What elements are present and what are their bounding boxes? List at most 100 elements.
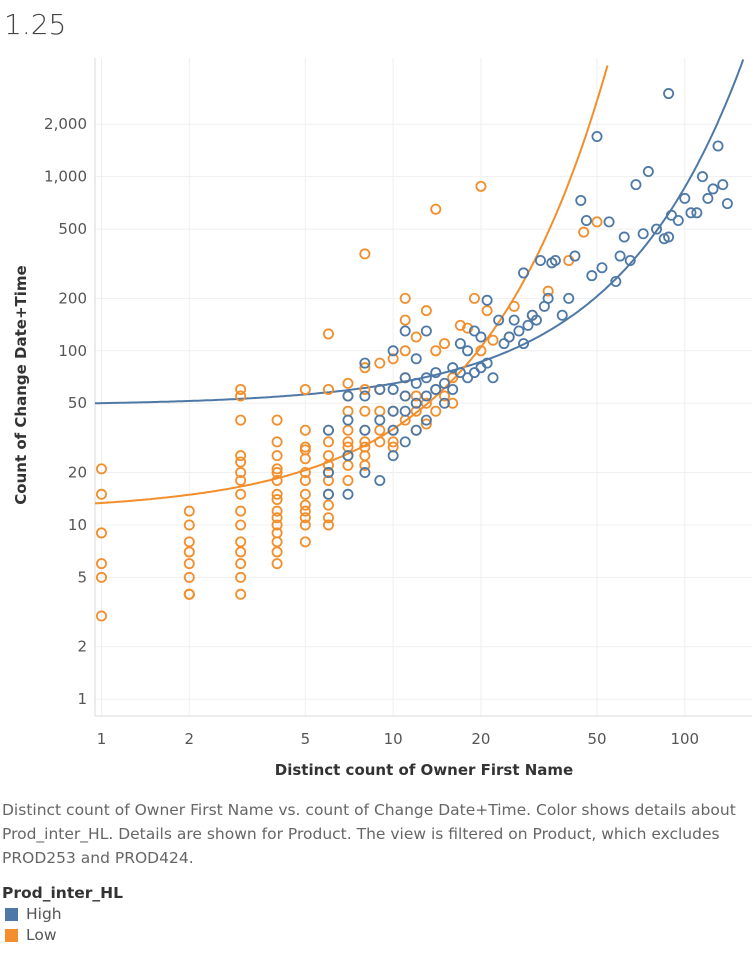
data-point-high[interactable] [387, 345, 399, 357]
data-point-low[interactable] [235, 536, 247, 548]
data-point-high[interactable] [624, 254, 636, 266]
data-point-low[interactable] [387, 353, 399, 365]
data-point-high[interactable] [468, 325, 480, 337]
data-point-low[interactable] [95, 610, 107, 622]
data-point-high[interactable] [498, 338, 510, 350]
data-point-high[interactable] [707, 183, 719, 195]
data-point-high[interactable] [387, 383, 399, 395]
data-point-high[interactable] [410, 424, 422, 436]
data-point-high[interactable] [430, 383, 442, 395]
data-point-low[interactable] [342, 459, 354, 471]
data-point-high[interactable] [410, 397, 422, 409]
data-point-high[interactable] [614, 250, 626, 262]
data-point-high[interactable] [322, 488, 334, 500]
data-point-low[interactable] [271, 519, 283, 531]
data-point-low[interactable] [322, 450, 334, 462]
data-point-high[interactable] [439, 397, 451, 409]
data-point-low[interactable] [95, 488, 107, 500]
data-point-high[interactable] [591, 131, 603, 143]
data-point-high[interactable] [603, 216, 615, 228]
data-point-high[interactable] [503, 331, 515, 343]
data-point-high[interactable] [549, 254, 561, 266]
data-point-high[interactable] [374, 475, 386, 487]
data-point-low[interactable] [462, 322, 474, 334]
data-point-high[interactable] [481, 294, 493, 306]
data-point-low[interactable] [374, 424, 386, 436]
data-point-low[interactable] [399, 314, 411, 326]
data-point-high[interactable] [322, 424, 334, 436]
data-point-high[interactable] [399, 405, 411, 417]
data-point-high[interactable] [696, 171, 708, 183]
data-point-low[interactable] [299, 536, 311, 548]
data-point-high[interactable] [637, 228, 649, 240]
data-point-high[interactable] [342, 450, 354, 462]
data-point-high[interactable] [387, 450, 399, 462]
data-point-low[interactable] [359, 436, 371, 448]
data-point-high[interactable] [663, 231, 675, 243]
data-point-high[interactable] [410, 377, 422, 389]
data-point-low[interactable] [183, 571, 195, 583]
data-point-low[interactable] [430, 345, 442, 357]
data-point-low[interactable] [271, 450, 283, 462]
data-point-high[interactable] [399, 390, 411, 402]
data-point-high[interactable] [665, 209, 677, 221]
data-point-low[interactable] [342, 424, 354, 436]
data-point-high[interactable] [475, 331, 487, 343]
data-point-low[interactable] [299, 512, 311, 524]
data-point-low[interactable] [271, 558, 283, 570]
data-point-low[interactable] [235, 467, 247, 479]
data-point-high[interactable] [322, 467, 334, 479]
data-point-low[interactable] [95, 571, 107, 583]
data-point-low[interactable] [299, 519, 311, 531]
data-point-low[interactable] [420, 397, 432, 409]
data-point-high[interactable] [556, 309, 568, 321]
data-point-low[interactable] [322, 459, 334, 471]
data-point-high[interactable] [518, 267, 530, 279]
data-point-low[interactable] [508, 300, 520, 312]
data-point-low[interactable] [410, 331, 422, 343]
data-point-high[interactable] [630, 179, 642, 191]
data-point-low[interactable] [183, 558, 195, 570]
data-point-high[interactable] [374, 414, 386, 426]
data-point-high[interactable] [447, 362, 459, 374]
data-point-high[interactable] [563, 292, 575, 304]
data-point-high[interactable] [420, 390, 432, 402]
data-point-high[interactable] [468, 367, 480, 379]
data-point-low[interactable] [322, 519, 334, 531]
data-point-low[interactable] [235, 450, 247, 462]
data-point-low[interactable] [410, 405, 422, 417]
data-point-low[interactable] [359, 383, 371, 395]
data-point-low[interactable] [271, 546, 283, 558]
data-point-low[interactable] [475, 345, 487, 357]
data-point-low[interactable] [235, 488, 247, 500]
data-point-low[interactable] [374, 357, 386, 369]
data-point-low[interactable] [235, 456, 247, 468]
data-point-low[interactable] [271, 414, 283, 426]
data-point-high[interactable] [387, 424, 399, 436]
data-point-high[interactable] [420, 372, 432, 384]
data-point-high[interactable] [430, 367, 442, 379]
data-point-low[interactable] [271, 512, 283, 524]
data-point-low[interactable] [342, 436, 354, 448]
data-point-low[interactable] [235, 383, 247, 395]
data-point-low[interactable] [420, 418, 432, 430]
data-point-low[interactable] [542, 285, 554, 297]
data-point-high[interactable] [721, 198, 733, 210]
data-point-low[interactable] [591, 216, 603, 228]
data-point-low[interactable] [322, 475, 334, 487]
data-point-low[interactable] [271, 488, 283, 500]
data-point-low[interactable] [410, 390, 422, 402]
data-point-low[interactable] [271, 475, 283, 487]
data-point-high[interactable] [530, 314, 542, 326]
data-point-high[interactable] [359, 467, 371, 479]
data-point-low[interactable] [322, 512, 334, 524]
data-point-low[interactable] [299, 475, 311, 487]
data-point-low[interactable] [271, 436, 283, 448]
data-point-low[interactable] [271, 505, 283, 517]
data-point-high[interactable] [569, 250, 581, 262]
data-point-high[interactable] [596, 262, 608, 274]
data-point-high[interactable] [702, 192, 714, 204]
data-point-high[interactable] [420, 325, 432, 337]
data-point-high[interactable] [513, 325, 525, 337]
data-point-low[interactable] [271, 536, 283, 548]
